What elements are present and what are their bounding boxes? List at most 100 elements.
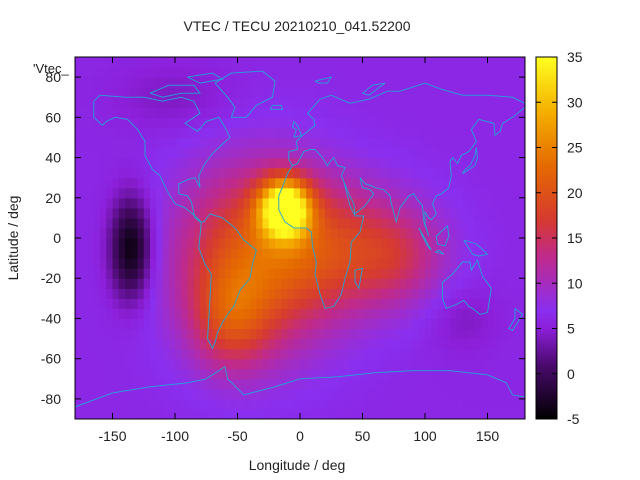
- heatmap-cell: [493, 318, 501, 330]
- heatmap-cell: [500, 187, 507, 199]
- coastline-segment: [462, 147, 478, 174]
- heatmap-cell: [175, 278, 182, 289]
- heatmap-cell: [400, 338, 407, 350]
- heatmap-cell: [412, 378, 420, 390]
- heatmap-cell: [337, 207, 345, 219]
- heatmap-cell: [312, 77, 320, 88]
- heatmap-cell: [368, 207, 376, 219]
- heatmap-cell: [368, 137, 376, 149]
- heatmap-cell: [518, 268, 525, 279]
- heatmap-cell: [518, 258, 525, 269]
- heatmap-cell: [93, 167, 101, 179]
- heatmap-cell: [356, 127, 364, 139]
- heatmap-cell: [318, 97, 326, 108]
- heatmap-cell: [400, 77, 407, 88]
- heatmap-cell: [325, 408, 332, 419]
- heatmap-cell: [506, 348, 514, 360]
- heatmap-cell: [218, 107, 226, 118]
- heatmap-cell: [106, 67, 114, 78]
- heatmap-cell: [137, 258, 145, 269]
- heatmap-cell: [331, 97, 339, 108]
- heatmap-cell: [125, 358, 132, 370]
- heatmap-cell: [200, 388, 207, 400]
- heatmap-cell: [425, 167, 432, 179]
- heatmap-cell: [412, 227, 420, 239]
- heatmap-cell: [343, 408, 351, 419]
- heatmap-cell: [162, 57, 170, 68]
- heatmap-cell: [187, 137, 195, 149]
- heatmap-cell: [231, 318, 239, 330]
- heatmap-cell: [237, 57, 245, 68]
- heatmap-cell: [325, 238, 332, 249]
- heatmap-cell: [443, 378, 451, 390]
- heatmap-cell: [456, 358, 464, 370]
- heatmap-cell: [312, 238, 320, 249]
- heatmap-cell: [418, 338, 426, 350]
- heatmap-cell: [168, 258, 176, 269]
- heatmap-cell: [418, 197, 426, 209]
- heatmap-cell: [400, 227, 407, 239]
- heatmap-cell: [287, 338, 295, 350]
- heatmap-cell: [131, 248, 139, 259]
- heatmap-cell: [331, 197, 339, 209]
- heatmap-cell: [225, 328, 232, 340]
- heatmap-cell: [193, 278, 201, 289]
- heatmap-cell: [412, 278, 420, 289]
- heatmap-cell: [481, 227, 489, 239]
- heatmap-cell: [200, 197, 207, 209]
- heatmap-cell: [212, 298, 220, 309]
- heatmap-cell: [275, 318, 282, 330]
- x-axis-label: Longitude / deg: [249, 457, 346, 473]
- heatmap-cell: [106, 87, 114, 98]
- heatmap-cell: [125, 348, 132, 360]
- heatmap-cell: [456, 167, 464, 179]
- heatmap-cell: [243, 167, 251, 179]
- heatmap-cell: [362, 388, 370, 400]
- heatmap-cell: [193, 258, 201, 269]
- heatmap-cell: [381, 248, 389, 259]
- heatmap-cell: [112, 77, 120, 88]
- heatmap-cell: [250, 398, 257, 410]
- heatmap-cell: [106, 57, 114, 68]
- heatmap-cell: [312, 288, 320, 299]
- heatmap-cell: [437, 77, 445, 88]
- heatmap-cell: [93, 328, 101, 340]
- heatmap-cell: [162, 238, 170, 249]
- heatmap-cell: [262, 187, 270, 199]
- heatmap-cell: [250, 97, 257, 108]
- heatmap-cell: [81, 107, 89, 118]
- heatmap-cell: [131, 358, 139, 370]
- heatmap-cell: [325, 298, 332, 309]
- heatmap-cell: [256, 258, 264, 269]
- heatmap-cell: [493, 97, 501, 108]
- heatmap-cell: [212, 197, 220, 209]
- heatmap-cell: [231, 348, 239, 360]
- heatmap-cell: [262, 167, 270, 179]
- heatmap-cell: [481, 87, 489, 98]
- heatmap-cell: [350, 248, 357, 259]
- heatmap-cell: [506, 177, 514, 189]
- heatmap-cell: [306, 328, 314, 340]
- heatmap-cell: [375, 238, 382, 249]
- heatmap-cell: [112, 87, 120, 98]
- heatmap-cell: [162, 388, 170, 400]
- heatmap-cell: [518, 298, 525, 309]
- heatmap-cell: [306, 107, 314, 118]
- heatmap-cell: [406, 398, 414, 410]
- heatmap-cell: [350, 258, 357, 269]
- heatmap-cell: [337, 117, 345, 128]
- heatmap-cell: [318, 278, 326, 289]
- heatmap-cell: [431, 117, 439, 128]
- heatmap-cell: [281, 57, 289, 68]
- heatmap-cell: [193, 298, 201, 309]
- heatmap-cell: [87, 348, 95, 360]
- heatmap-cell: [106, 117, 114, 128]
- heatmap-cell: [325, 97, 332, 108]
- heatmap-cell: [143, 97, 151, 108]
- heatmap-cell: [100, 167, 107, 179]
- heatmap-cell: [518, 117, 525, 128]
- heatmap-cell: [75, 268, 82, 279]
- heatmap-cell: [518, 157, 525, 169]
- heatmap-cell: [325, 358, 332, 370]
- heatmap-cell: [431, 268, 439, 279]
